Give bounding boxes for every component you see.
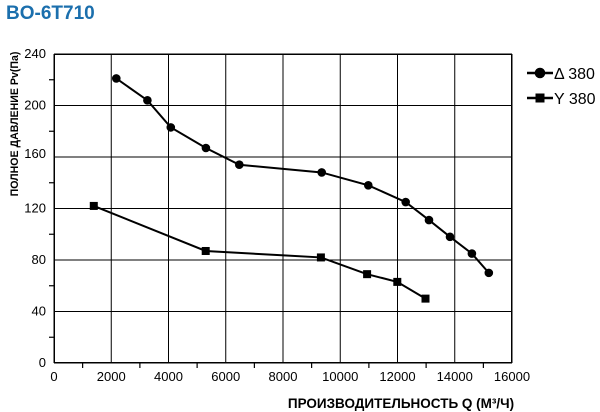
svg-text:160: 160 — [24, 146, 46, 161]
svg-text:14000: 14000 — [437, 369, 473, 384]
svg-text:40: 40 — [32, 304, 46, 319]
svg-text:6000: 6000 — [211, 369, 240, 384]
svg-text:ПРОИЗВОДИТЕЛЬНОСТЬ Q (М³/Ч): ПРОИЗВОДИТЕЛЬНОСТЬ Q (М³/Ч) — [288, 396, 514, 411]
svg-text:Δ 380: Δ 380 — [554, 66, 595, 83]
svg-text:2000: 2000 — [97, 369, 126, 384]
svg-text:Y 380: Y 380 — [554, 91, 596, 108]
svg-text:16000: 16000 — [494, 369, 530, 384]
svg-text:0: 0 — [50, 369, 57, 384]
svg-text:0: 0 — [39, 355, 46, 370]
svg-text:80: 80 — [32, 252, 46, 267]
svg-text:200: 200 — [24, 98, 46, 113]
svg-text:8000: 8000 — [269, 369, 298, 384]
svg-text:10000: 10000 — [322, 369, 358, 384]
svg-text:120: 120 — [24, 201, 46, 216]
svg-text:240: 240 — [24, 46, 46, 61]
svg-text:ПОЛНОЕ ДАВЛЕНИЕ Pv(Па): ПОЛНОЕ ДАВЛЕНИЕ Pv(Па) — [9, 52, 21, 197]
svg-text:12000: 12000 — [379, 369, 415, 384]
svg-text:4000: 4000 — [154, 369, 183, 384]
